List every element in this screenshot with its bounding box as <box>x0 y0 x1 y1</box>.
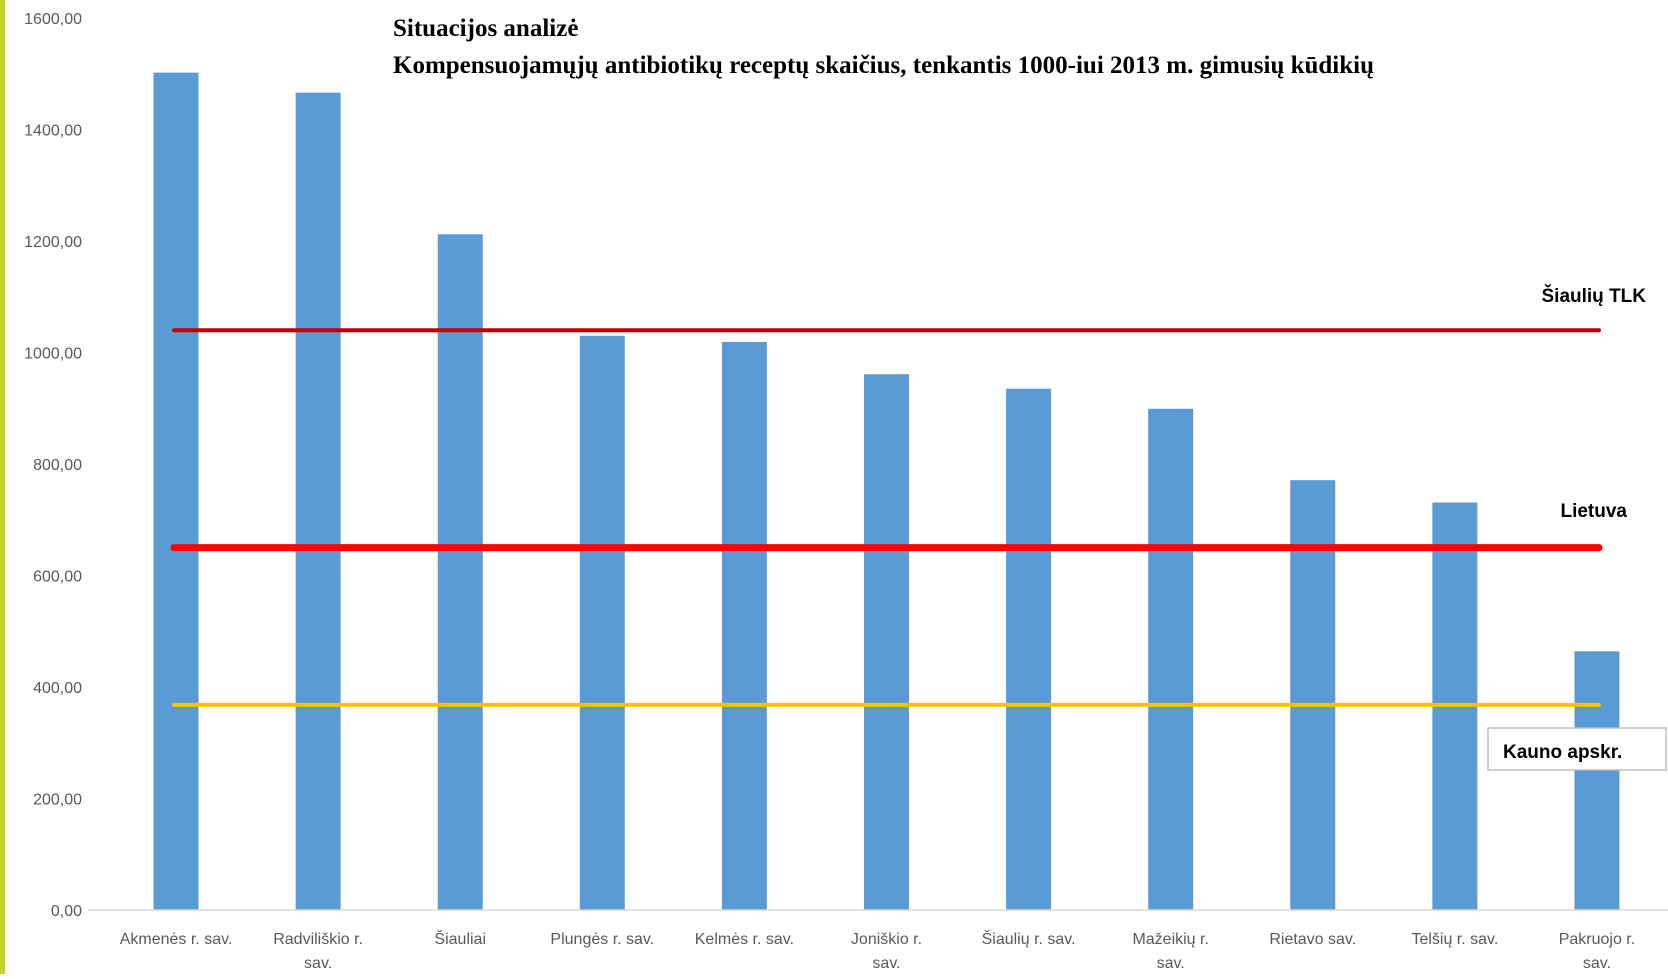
y-axis: 0,00 200,00 400,00 600,00 800,00 1000,00 1200,… <box>24 11 82 920</box>
chart-title-line-1: Situacijos analizė <box>393 15 578 42</box>
x-tick-label: Telšių r. sav. <box>1411 931 1498 948</box>
reference-lines <box>170 328 1603 707</box>
x-tick-label: Radviliškio r. sav. <box>273 931 363 972</box>
y-tick-label: 800,00 <box>33 457 82 474</box>
y-tick-label: 1400,00 <box>24 123 82 140</box>
bar <box>721 341 767 911</box>
x-tick-label: Rietavo sav. <box>1269 931 1356 948</box>
x-axis-labels: Akmenės r. sav. Radviliškio r. sav. Šiaulia… <box>120 929 1635 972</box>
bar <box>295 92 341 910</box>
bar <box>1006 388 1052 910</box>
x-tick-label: Akmenės r. sav. <box>120 931 233 948</box>
x-tick-label: Plungės r. sav. <box>550 931 654 948</box>
bars <box>153 72 1620 911</box>
bar <box>1574 651 1620 910</box>
bar <box>1290 480 1336 910</box>
reference-label-kauno-apskr: Kauno apskr. <box>1503 742 1622 763</box>
reference-label-siauliu-tlk: Šiaulių TLK <box>1542 285 1647 307</box>
left-border-rule <box>0 0 5 974</box>
x-tick-label: Kelmės r. sav. <box>695 931 794 948</box>
y-tick-label: 200,00 <box>33 792 82 809</box>
y-tick-label: 400,00 <box>33 680 82 697</box>
x-tick-label: Mažeikių r. sav. <box>1132 931 1208 972</box>
bar <box>1148 408 1194 910</box>
bar <box>153 72 199 910</box>
x-tick-label: Šiauliai <box>434 929 486 948</box>
bar <box>437 234 483 910</box>
x-tick-label: Šiaulių r. sav. <box>982 929 1076 948</box>
x-tick-label: Pakruojo r. sav. <box>1559 931 1635 972</box>
reference-label-lietuva: Lietuva <box>1560 501 1627 522</box>
y-tick-label: 600,00 <box>33 569 82 586</box>
reference-label-box-kauno-apskr <box>1487 727 1667 771</box>
bar <box>579 335 625 910</box>
y-tick-label: 0,00 <box>51 903 82 920</box>
y-tick-label: 1600,00 <box>24 11 82 28</box>
bar <box>864 374 909 910</box>
y-tick-label: 1000,00 <box>24 346 82 363</box>
chart-title-line-2: Kompensuojamųjų antibiotikų receptų skai… <box>393 52 1374 79</box>
x-tick-label: Joniškio r. sav. <box>851 931 922 972</box>
y-tick-label: 1200,00 <box>24 234 82 251</box>
